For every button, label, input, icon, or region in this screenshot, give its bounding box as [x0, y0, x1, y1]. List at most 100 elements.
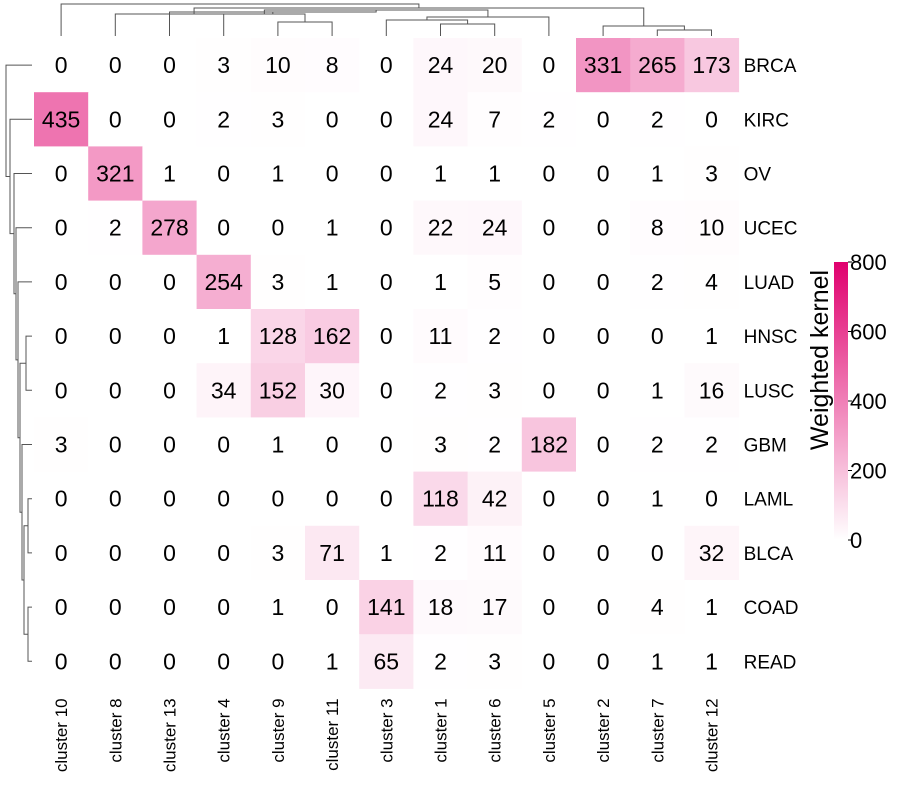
row-label: LUSC [744, 381, 795, 402]
heatmap-cell [413, 525, 469, 581]
column-label: cluster 11 [323, 698, 342, 770]
cell-value-label: 11 [429, 323, 453, 349]
heatmap-cell [630, 417, 685, 473]
heatmap-cell [630, 580, 685, 635]
heatmap-cell [630, 634, 685, 689]
cell-value-label: 0 [109, 648, 122, 674]
cell-value-label: 1 [326, 269, 339, 295]
cell-value-label: 0 [543, 161, 556, 187]
cell-value-label: 0 [651, 323, 664, 349]
cell-value-label: 1 [272, 594, 285, 620]
heatmap-cell [88, 309, 143, 364]
heatmap-cell [250, 471, 306, 527]
cell-value-label: 1 [705, 648, 718, 674]
cell-value-label: 2 [705, 432, 718, 458]
heatmap-cell [196, 525, 252, 581]
cell-value-label: 3 [55, 432, 68, 458]
cell-value-label: 32 [699, 540, 725, 566]
heatmap-cell [413, 200, 469, 256]
cell-value-label: 0 [55, 486, 68, 512]
cell-value-label: 0 [163, 377, 176, 403]
cell-value-label: 10 [265, 52, 291, 78]
cell-value-label: 0 [543, 323, 556, 349]
heatmap-cell [359, 525, 414, 581]
cell-value-label: 0 [597, 486, 610, 512]
cell-value-label: 0 [55, 52, 68, 78]
cell-value-label: 0 [109, 52, 122, 78]
heatmap-cell [88, 254, 143, 310]
heatmap-cell [359, 254, 414, 310]
heatmap-cell [88, 525, 143, 581]
heatmap-cell [196, 146, 252, 202]
row-dendrogram-branch [9, 118, 32, 235]
cell-value-label: 0 [326, 106, 339, 132]
heatmap-cell [142, 254, 198, 310]
heatmap-cell [142, 200, 198, 256]
heatmap-cell [521, 38, 577, 93]
heatmap-cell [196, 580, 252, 635]
cell-value-label: 0 [217, 540, 230, 566]
heatmap-cell [142, 634, 198, 689]
heatmap-cell [684, 363, 740, 418]
cell-value-label: 0 [163, 486, 176, 512]
cell-value-label: 2 [488, 323, 501, 349]
cell-value-label: 30 [319, 377, 345, 403]
heatmap-cell [576, 200, 631, 256]
cell-value-label: 0 [55, 377, 68, 403]
column-dendrogram-branch [440, 23, 496, 36]
heatmap-cell [34, 38, 89, 93]
cell-value-label: 16 [699, 377, 725, 403]
cell-value-label: 0 [597, 540, 610, 566]
heatmap-cell [196, 200, 252, 256]
heatmap-cell [250, 525, 306, 581]
heatmap-cell [467, 309, 523, 364]
row-label: KIRC [744, 110, 789, 131]
cell-value-label: 0 [163, 540, 176, 566]
cell-value-label: 1 [651, 377, 664, 403]
heatmap-cell [88, 580, 143, 635]
heatmap-cell [630, 200, 685, 256]
cell-value-label: 2 [651, 432, 664, 458]
cell-value-label: 7 [488, 106, 501, 132]
heatmap-cell [250, 254, 306, 310]
cell-value-label: 3 [488, 377, 501, 403]
cell-value-label: 8 [326, 52, 339, 78]
column-label: cluster 6 [486, 698, 505, 762]
cell-value-label: 0 [543, 377, 556, 403]
cell-value-label: 0 [597, 106, 610, 132]
column-label: cluster 9 [269, 698, 288, 762]
cell-value-label: 0 [109, 594, 122, 620]
cell-value-label: 0 [543, 594, 556, 620]
heatmap-cell [467, 417, 523, 473]
legend-tick-label: 0 [850, 528, 862, 553]
heatmap-cell [305, 254, 360, 310]
column-label: cluster 2 [594, 698, 613, 762]
heatmap-cell [34, 200, 89, 256]
heatmap-cell [521, 200, 577, 256]
heatmap-cell [521, 92, 577, 147]
cell-value-label: 0 [109, 106, 122, 132]
cell-value-label: 2 [543, 106, 556, 132]
heatmap-cell [305, 363, 360, 418]
heatmap-cell [359, 200, 414, 256]
cell-value-label: 0 [326, 161, 339, 187]
heatmap-cell [684, 254, 740, 310]
cell-value-label: 141 [367, 594, 405, 620]
heatmap-cell [630, 254, 685, 310]
cell-value-label: 0 [380, 323, 393, 349]
heatmap-cell [250, 38, 306, 93]
cell-value-label: 1 [326, 648, 339, 674]
heatmap-cell [413, 92, 469, 147]
heatmap-cell [630, 309, 685, 364]
heatmap-cell [467, 254, 523, 310]
cell-value-label: 0 [109, 323, 122, 349]
column-label: cluster 13 [161, 698, 180, 772]
heatmap-cell [521, 146, 577, 202]
cell-value-label: 18 [428, 594, 454, 620]
heatmap-cell [359, 309, 414, 364]
cell-value-label: 162 [313, 323, 351, 349]
heatmap-cell [34, 363, 89, 418]
heatmap-cell [88, 363, 143, 418]
column-dendrogram-branch [193, 7, 645, 26]
cell-value-label: 0 [55, 269, 68, 295]
